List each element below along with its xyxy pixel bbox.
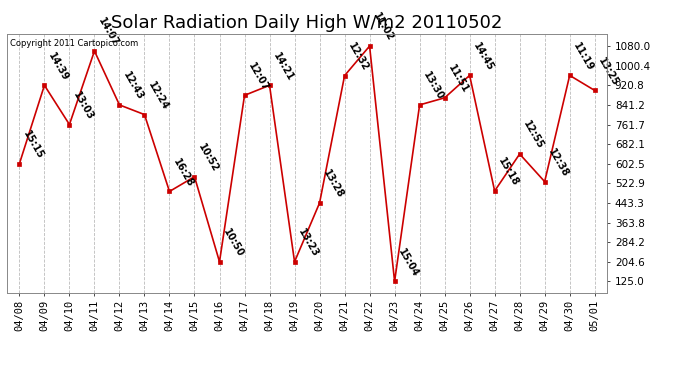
Text: 12:38: 12:38 [546, 147, 570, 179]
Text: 12:43: 12:43 [121, 70, 145, 102]
Text: 13:23: 13:23 [296, 227, 320, 259]
Text: 13:28: 13:28 [321, 168, 345, 200]
Text: 13:25: 13:25 [596, 56, 620, 88]
Text: 12:07: 12:07 [246, 61, 270, 93]
Text: 12:55: 12:55 [521, 119, 545, 151]
Text: 12:24: 12:24 [146, 80, 170, 112]
Text: 11:02: 11:02 [371, 12, 395, 43]
Text: 11:19: 11:19 [571, 41, 595, 73]
Text: 12:32: 12:32 [346, 41, 370, 73]
Title: Solar Radiation Daily High W/m2 20110502: Solar Radiation Daily High W/m2 20110502 [111, 14, 503, 32]
Text: 10:50: 10:50 [221, 227, 245, 259]
Text: 11:51: 11:51 [446, 63, 470, 95]
Text: 15:15: 15:15 [21, 129, 45, 161]
Text: 14:07: 14:07 [96, 16, 120, 48]
Text: 13:30: 13:30 [421, 70, 445, 102]
Text: 14:39: 14:39 [46, 51, 70, 82]
Text: 14:45: 14:45 [471, 41, 495, 73]
Text: 15:18: 15:18 [496, 156, 520, 188]
Text: 15:04: 15:04 [396, 247, 420, 279]
Text: 14:21: 14:21 [271, 51, 295, 82]
Text: 10:52: 10:52 [196, 142, 220, 174]
Text: 13:03: 13:03 [71, 90, 95, 122]
Text: 16:28: 16:28 [171, 157, 195, 189]
Text: Copyright 2011 Cartopico.com: Copyright 2011 Cartopico.com [10, 39, 138, 48]
